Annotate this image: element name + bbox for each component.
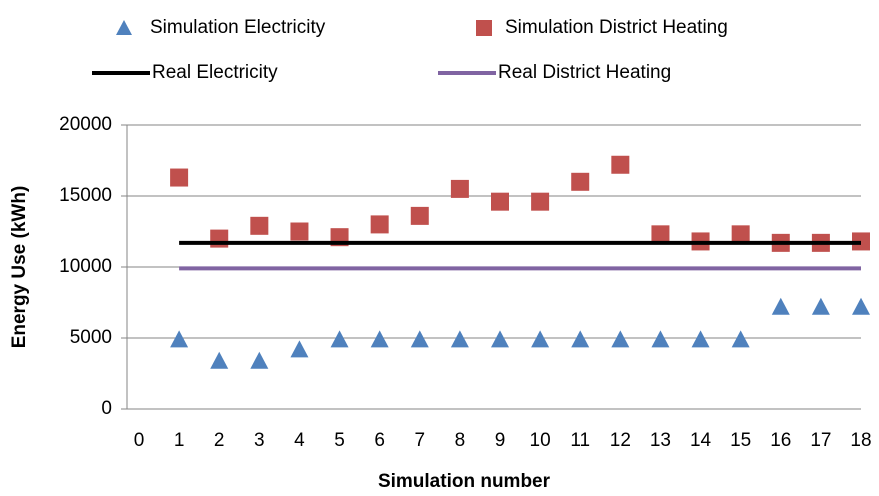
x-tick-label: 9 bbox=[495, 430, 506, 451]
square-marker bbox=[491, 192, 509, 211]
triangle-marker bbox=[852, 297, 870, 315]
x-tick-label: 2 bbox=[214, 430, 225, 451]
square-marker bbox=[250, 216, 269, 235]
legend-label: Simulation Electricity bbox=[150, 17, 326, 38]
legend-swatch bbox=[476, 20, 492, 36]
y-tick-label: 5000 bbox=[70, 327, 112, 348]
x-tick-label: 16 bbox=[770, 430, 791, 451]
y-tick-label: 10000 bbox=[59, 256, 112, 277]
x-tick-label: 5 bbox=[334, 430, 345, 451]
x-tick-label: 1 bbox=[174, 430, 185, 451]
triangle-marker bbox=[410, 330, 429, 348]
triangle-marker bbox=[771, 297, 790, 315]
triangle-marker bbox=[731, 330, 750, 348]
x-tick-label: 0 bbox=[134, 430, 145, 451]
x-tick-label: 3 bbox=[254, 430, 265, 451]
y-tick-label: 20000 bbox=[59, 114, 112, 135]
x-tick-label: 17 bbox=[810, 430, 831, 451]
x-tick-label: 6 bbox=[374, 430, 385, 451]
triangle-marker bbox=[691, 330, 710, 348]
x-tick-label: 7 bbox=[414, 430, 425, 451]
square-marker bbox=[531, 192, 550, 211]
triangle-marker bbox=[571, 330, 590, 348]
x-tick-label: 12 bbox=[610, 430, 631, 451]
legend-swatch bbox=[116, 20, 132, 35]
y-tick-label: 15000 bbox=[59, 185, 112, 206]
x-tick-label: 10 bbox=[530, 430, 551, 451]
triangle-marker bbox=[250, 351, 269, 369]
square-marker bbox=[210, 229, 229, 248]
square-marker bbox=[290, 222, 309, 241]
legend-label: Simulation District Heating bbox=[505, 17, 728, 38]
triangle-marker bbox=[450, 330, 469, 348]
x-tick-label: 15 bbox=[730, 430, 751, 451]
triangle-marker bbox=[811, 297, 830, 315]
triangle-marker bbox=[210, 351, 229, 369]
x-tick-label: 4 bbox=[294, 430, 305, 451]
x-axis-title: Simulation number bbox=[378, 471, 551, 492]
legend-label: Real Electricity bbox=[152, 62, 278, 83]
square-marker bbox=[571, 172, 590, 191]
square-marker bbox=[450, 179, 469, 198]
triangle-marker bbox=[531, 330, 550, 348]
x-tick-label: 18 bbox=[850, 430, 871, 451]
x-tick-label: 8 bbox=[455, 430, 466, 451]
x-tick-label: 14 bbox=[690, 430, 712, 451]
square-marker bbox=[370, 215, 389, 234]
square-marker bbox=[611, 155, 630, 174]
triangle-marker bbox=[611, 330, 630, 348]
triangle-marker bbox=[170, 330, 189, 348]
x-tick-label: 11 bbox=[570, 430, 590, 451]
y-tick-label: 0 bbox=[101, 398, 112, 419]
triangle-marker bbox=[330, 330, 349, 348]
square-marker bbox=[170, 168, 189, 187]
square-marker bbox=[731, 225, 750, 244]
triangle-marker bbox=[370, 330, 389, 348]
legend-label: Real District Heating bbox=[498, 62, 671, 83]
triangle-marker bbox=[651, 330, 670, 348]
square-marker bbox=[651, 225, 670, 244]
square-marker bbox=[410, 206, 429, 225]
y-axis-title: Energy Use (kWh) bbox=[9, 186, 30, 349]
x-tick-label: 13 bbox=[650, 430, 671, 451]
triangle-marker bbox=[491, 330, 509, 348]
triangle-marker bbox=[290, 340, 309, 358]
